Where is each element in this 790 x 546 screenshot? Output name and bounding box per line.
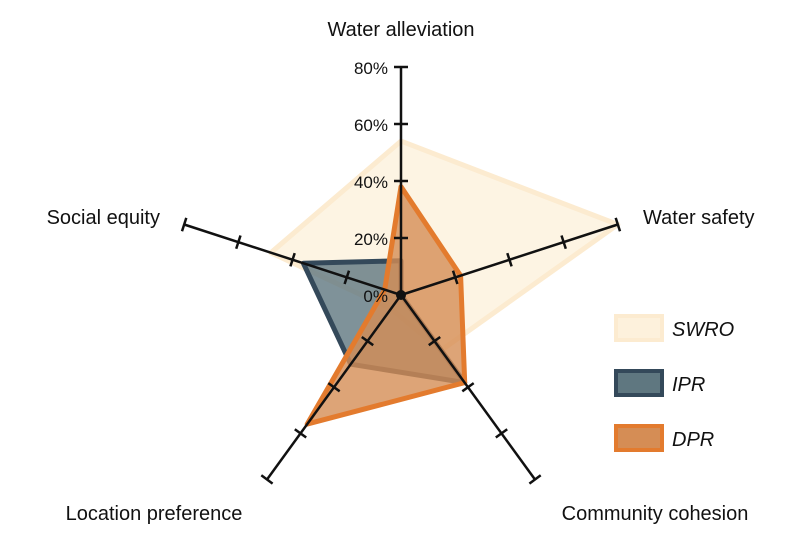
legend-label-ipr: IPR: [672, 374, 705, 396]
axis-tick-location-preference-4: [260, 474, 274, 485]
tick-label-40: 40%: [354, 173, 388, 192]
axis-tick-social-equity-3: [235, 235, 242, 250]
chart-center-dot: [396, 290, 406, 300]
axis-tick-location-preference-3: [294, 428, 307, 439]
legend-swatch-dpr: [614, 424, 664, 452]
legend-swatch-swro: [614, 314, 664, 342]
axis-label-water-alleviation: Water alleviation: [327, 19, 474, 41]
axis-label-social-equity: Social equity: [47, 207, 160, 229]
axis-tick-water-safety-1: [451, 270, 459, 285]
series-dpr-area: [304, 184, 468, 427]
axis-tick-water-safety-3: [560, 235, 567, 250]
axis-tick-community-cohesion-4: [528, 474, 542, 485]
axis-tick-community-cohesion-3: [495, 428, 508, 439]
axis-label-water-safety: Water safety: [643, 207, 755, 229]
axis-tick-water-safety-4: [614, 217, 622, 232]
axis-tick-social-equity-2: [289, 252, 296, 267]
legend: SWRO IPR DPR: [614, 314, 734, 452]
axis-tick-community-cohesion-1: [428, 335, 441, 347]
tick-label-0: 0%: [363, 287, 388, 306]
axis-tick-social-equity-1: [343, 270, 351, 285]
axis-tick-location-preference-2: [327, 382, 341, 393]
axis-tick-community-cohesion-2: [461, 382, 475, 393]
axis-tick-social-equity-4: [180, 217, 188, 232]
tick-label-20: 20%: [354, 230, 388, 249]
axis-tick-location-preference-1: [361, 335, 374, 347]
axis-tick-water-safety-2: [506, 252, 513, 267]
tick-label-60: 60%: [354, 116, 388, 135]
legend-label-swro: SWRO: [672, 319, 734, 341]
legend-label-dpr: DPR: [672, 429, 714, 451]
axis-label-community-cohesion: Community cohesion: [562, 503, 749, 525]
tick-label-80: 80%: [354, 59, 388, 78]
axis-label-location-preference: Location preference: [66, 503, 243, 525]
legend-swatch-ipr: [614, 369, 664, 397]
